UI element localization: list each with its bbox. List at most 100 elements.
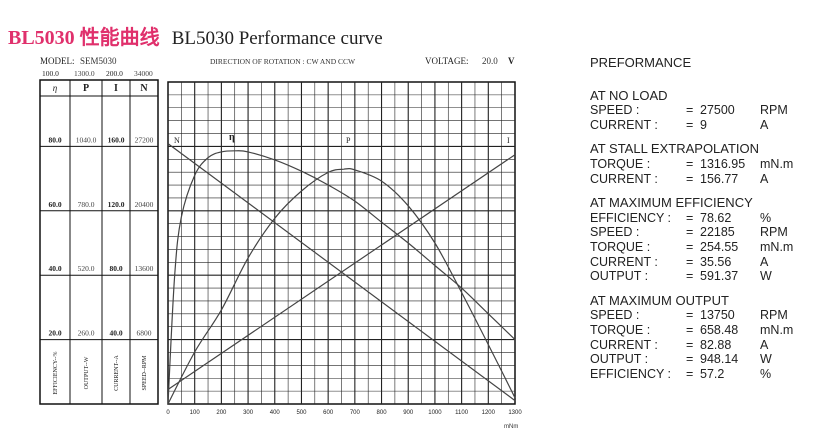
model-label: MODEL: xyxy=(40,56,75,66)
row-key: CURRENT : xyxy=(590,337,658,352)
row-key: SPEED : xyxy=(590,225,640,240)
x-tick-label: 300 xyxy=(243,410,254,416)
x-tick-label: 1000 xyxy=(428,410,442,416)
row-value: 254.55 xyxy=(700,239,739,254)
row-equals: = xyxy=(686,366,694,381)
row-equals: = xyxy=(686,225,694,240)
row-unit: mN.m xyxy=(760,239,794,254)
row-unit: RPM xyxy=(760,103,788,118)
direction-label: DIRECTION OF ROTATION : CW AND CCW xyxy=(210,57,356,66)
row-unit: mN.m xyxy=(760,322,794,337)
row-value: 57.2 xyxy=(700,366,725,381)
table-tick-value: 27200 xyxy=(135,135,154,144)
row-key: EFFICIENCY : xyxy=(590,366,672,381)
page-title: BL5030 性能曲线 BL5030 Performance curve xyxy=(8,21,383,50)
row-equals: = xyxy=(686,269,694,284)
table-tick-value: 160.0 xyxy=(108,135,125,144)
performance-row: TORQUE : = 254.55 mN.m xyxy=(590,240,810,255)
row-equals: = xyxy=(686,254,694,269)
row-key: CURRENT : xyxy=(590,254,658,269)
row-value: 156.77 xyxy=(700,171,739,186)
row-unit: RPM xyxy=(760,225,788,240)
row-key: OUTPUT : xyxy=(590,269,649,284)
row-unit: % xyxy=(760,210,772,225)
voltage-unit: V xyxy=(508,56,515,66)
x-tick-label: 1100 xyxy=(455,410,469,416)
table-tick-value: 260.0 xyxy=(78,329,95,338)
table-col-name: OUTPUT--W xyxy=(84,356,90,389)
performance-row: SPEED : = 22185 RPM xyxy=(590,225,810,240)
row-key: TORQUE : xyxy=(590,156,651,171)
row-value: 658.48 xyxy=(700,322,739,337)
row-value: 948.14 xyxy=(700,352,739,367)
row-unit: A xyxy=(760,254,769,269)
table-tick-value: 1040.0 xyxy=(76,135,97,144)
performance-section: AT NO LOAD SPEED : = 27500 RPM CURRENT : = 9 A xyxy=(590,88,810,133)
section-heading: AT STALL EXTRAPOLATION xyxy=(590,141,760,157)
table-col-header: P xyxy=(83,83,89,94)
row-equals: = xyxy=(686,239,694,254)
max-value-current: 200.0 xyxy=(106,69,123,78)
performance-title: PREFORMANCE xyxy=(590,55,692,70)
voltage-label: VOLTAGE: xyxy=(425,56,468,66)
table-tick-value: 60.0 xyxy=(48,200,61,209)
left-scale-table: η P I N 80.0 60.0 40.0 20.0 1040.0 780.0 520.0 260.… xyxy=(39,79,159,405)
row-unit: A xyxy=(760,337,769,352)
performance-row: EFFICIENCY : = 57.2% xyxy=(590,367,810,382)
row-value: 9 xyxy=(700,117,707,132)
performance-panel: PREFORMANCE AT NO LOAD SPEED : = 27500 RPM CU… xyxy=(590,55,810,391)
performance-row: EFFICIENCY : = 78.62% xyxy=(590,211,810,226)
table-tick-value: 40.0 xyxy=(48,264,61,273)
table-tick-value: 520.0 xyxy=(78,264,95,273)
table-tick-value: 120.0 xyxy=(108,200,125,209)
performance-row: CURRENT : = 82.88 A xyxy=(590,338,810,353)
row-value: 591.37 xyxy=(700,269,739,284)
table-tick-value: 20400 xyxy=(135,200,154,209)
row-value: 22185 xyxy=(700,225,735,240)
performance-row: CURRENT : = 156.77 A xyxy=(590,172,810,187)
performance-row: SPEED : = 13750 RPM xyxy=(590,308,810,323)
table-tick-value: 80.0 xyxy=(109,264,122,273)
section-heading: AT MAXIMUM EFFICIENCY xyxy=(590,195,753,211)
curve-label-current: I xyxy=(507,136,510,145)
performance-chart: MODEL: SEM5030 DIRECTION OF ROTATION : C… xyxy=(39,56,522,430)
performance-row: OUTPUT : = 948.14 W xyxy=(590,352,810,367)
x-axis-ticks: 0 100 200 300 400 500 600 700 800 900 1000 1100 1200… xyxy=(166,410,522,416)
row-key: EFFICIENCY : xyxy=(590,210,672,225)
table-tick-value: 40.0 xyxy=(109,329,122,338)
row-key: TORQUE : xyxy=(590,322,651,337)
curves xyxy=(167,143,516,405)
performance-row: CURRENT : = 9 A xyxy=(590,118,810,133)
row-equals: = xyxy=(686,322,694,337)
curve-label-efficiency: η xyxy=(229,132,235,143)
table-col-header: I xyxy=(114,83,118,94)
x-tick-label: 1300 xyxy=(508,410,522,416)
performance-row: TORQUE : = 658.48 mN.m xyxy=(590,323,810,338)
row-value: 35.56 xyxy=(700,254,732,269)
row-unit: A xyxy=(760,171,769,186)
row-equals: = xyxy=(686,117,694,132)
table-col-header: η xyxy=(53,83,58,93)
row-key: SPEED : xyxy=(590,103,640,118)
x-tick-label: 100 xyxy=(190,410,201,416)
row-value: 1316.95 xyxy=(700,156,746,171)
performance-section: AT MAXIMUM OUTPUT SPEED : = 13750 RPM TORQUE … xyxy=(590,292,810,382)
performance-section: AT MAXIMUM EFFICIENCY EFFICIENCY : = 78.62%… xyxy=(590,196,810,284)
x-tick-label: 0 xyxy=(166,410,170,416)
performance-row: SPEED : = 27500 RPM xyxy=(590,103,810,118)
row-equals: = xyxy=(686,352,694,367)
row-unit: W xyxy=(760,269,772,284)
row-value: 13750 xyxy=(700,308,735,323)
x-tick-label: 200 xyxy=(216,410,227,416)
row-value: 27500 xyxy=(700,103,735,118)
row-equals: = xyxy=(686,156,694,171)
model-value: SEM5030 xyxy=(80,56,117,66)
max-value-output: 1300.0 xyxy=(74,69,95,78)
table-col-header: N xyxy=(140,83,148,94)
x-tick-label: 400 xyxy=(270,410,281,416)
row-equals: = xyxy=(686,210,694,225)
section-heading: AT MAXIMUM OUTPUT xyxy=(590,292,729,308)
row-equals: = xyxy=(686,103,694,118)
row-key: OUTPUT : xyxy=(590,352,649,367)
row-equals: = xyxy=(686,308,694,323)
